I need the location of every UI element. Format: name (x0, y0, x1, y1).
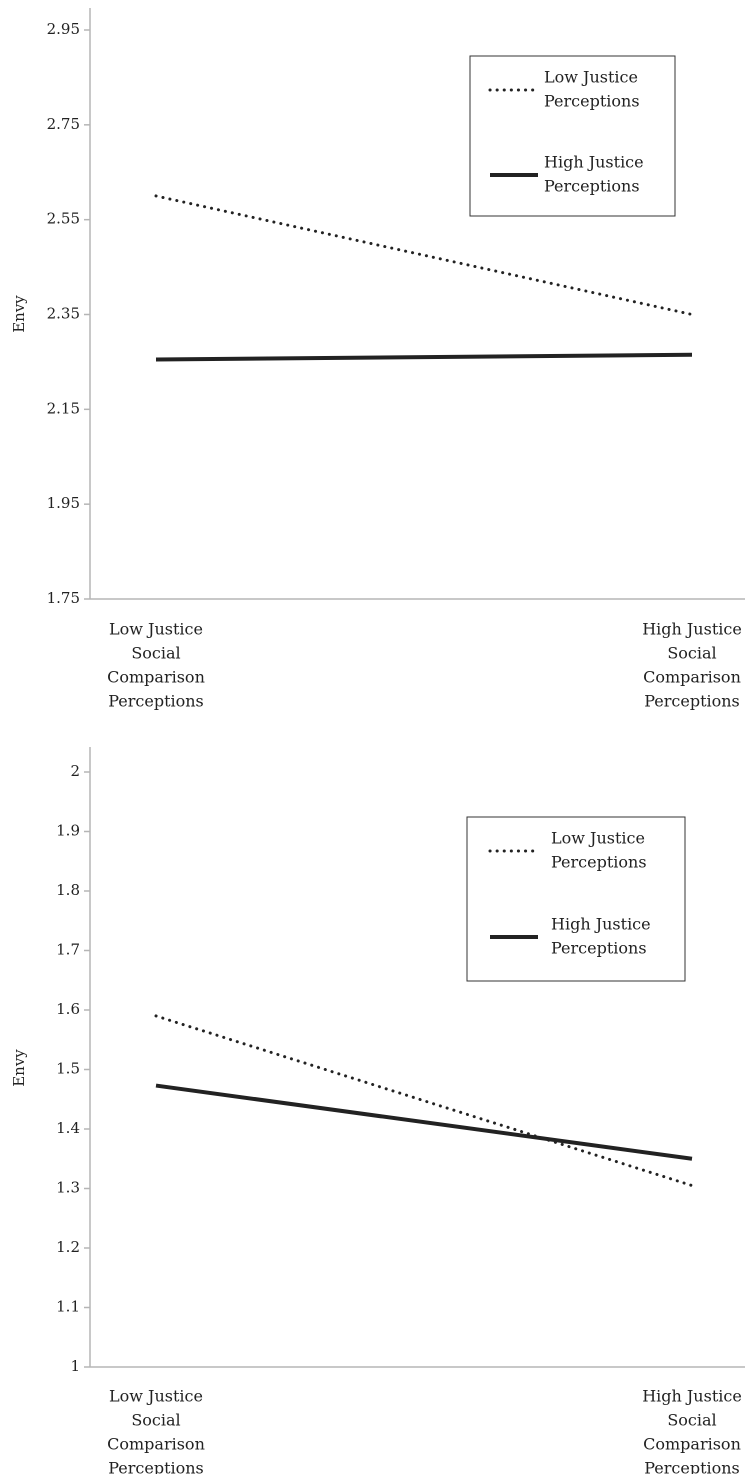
y-tick-label: 1 (70, 1357, 80, 1375)
x-category-label: Social (131, 1411, 180, 1430)
x-category-label: Comparison (107, 1435, 205, 1454)
y-axis-title: Envy (10, 295, 28, 333)
y-tick-label: 1.4 (56, 1119, 80, 1137)
x-category-label: Social (667, 1411, 716, 1430)
chart-panel-1: 2.95 2.75 2.55 2.35 2.15 1.95 1.75 Envy Low Just… (10, 8, 745, 711)
series-line-high-justice (155, 1083, 693, 1161)
y-tick-label: 1.95 (47, 494, 80, 512)
legend-label: Perceptions (551, 939, 647, 958)
legend-box (466, 816, 686, 982)
legend-label: Perceptions (551, 853, 647, 872)
y-tick-label: 2.55 (47, 210, 80, 228)
x-category-label: High Justice (642, 1387, 742, 1406)
y-tick-label: 1.8 (56, 881, 80, 899)
y-tick-label: 1.3 (56, 1179, 80, 1197)
legend-label: High Justice (544, 153, 644, 172)
y-tick-label: 2.35 (47, 305, 80, 323)
x-category-label: Perceptions (644, 692, 740, 711)
x-category-label: Comparison (643, 1435, 741, 1454)
x-category-label: Perceptions (108, 692, 204, 711)
y-tick-label: 1.2 (56, 1238, 80, 1256)
legend-label: Low Justice (551, 829, 645, 848)
legend-box (469, 55, 676, 217)
y-tick-label: 1.75 (47, 589, 80, 607)
y-tick-label: 1.7 (56, 941, 80, 959)
series-line-low-justice (154, 194, 694, 316)
legend: Low Justice Perceptions High Justice Percep… (466, 816, 686, 982)
x-category-label: Comparison (643, 668, 741, 687)
legend: Low Justice Perceptions High Justice Percep… (469, 55, 676, 217)
x-category-label: Perceptions (644, 1459, 740, 1475)
legend-label: Perceptions (544, 92, 640, 111)
x-category-label: Low Justice (109, 620, 203, 639)
chart-panel-2: 2 1.9 1.8 1.7 1.6 1.5 1.4 1.3 1.2 1.1 1 Envy Low Jus… (10, 747, 745, 1478)
x-category-label: Comparison (107, 668, 205, 687)
y-tick-label: 1.5 (56, 1060, 80, 1078)
y-axis-title: Envy (10, 1049, 28, 1087)
y-tick-label: 2.15 (47, 399, 80, 417)
series-line-high-justice (155, 352, 693, 362)
y-tick-label: 1.9 (56, 822, 80, 840)
x-category-label: Social (131, 644, 180, 663)
y-tick-label: 1.1 (56, 1298, 80, 1316)
y-tick-label: 2.95 (47, 20, 80, 38)
y-tick-label: 2 (70, 762, 80, 780)
x-category-label: Perceptions (108, 1459, 204, 1475)
y-tick-label: 1.6 (56, 1000, 80, 1018)
legend-label: High Justice (551, 915, 651, 934)
x-category-label: Low Justice (109, 1387, 203, 1406)
series-line-low-justice (154, 1014, 694, 1188)
legend-label: Low Justice (544, 68, 638, 87)
y-tick-label: 2.75 (47, 115, 80, 133)
legend-label: Perceptions (544, 177, 640, 196)
x-category-label: High Justice (642, 620, 742, 639)
x-category-label: Social (667, 644, 716, 663)
